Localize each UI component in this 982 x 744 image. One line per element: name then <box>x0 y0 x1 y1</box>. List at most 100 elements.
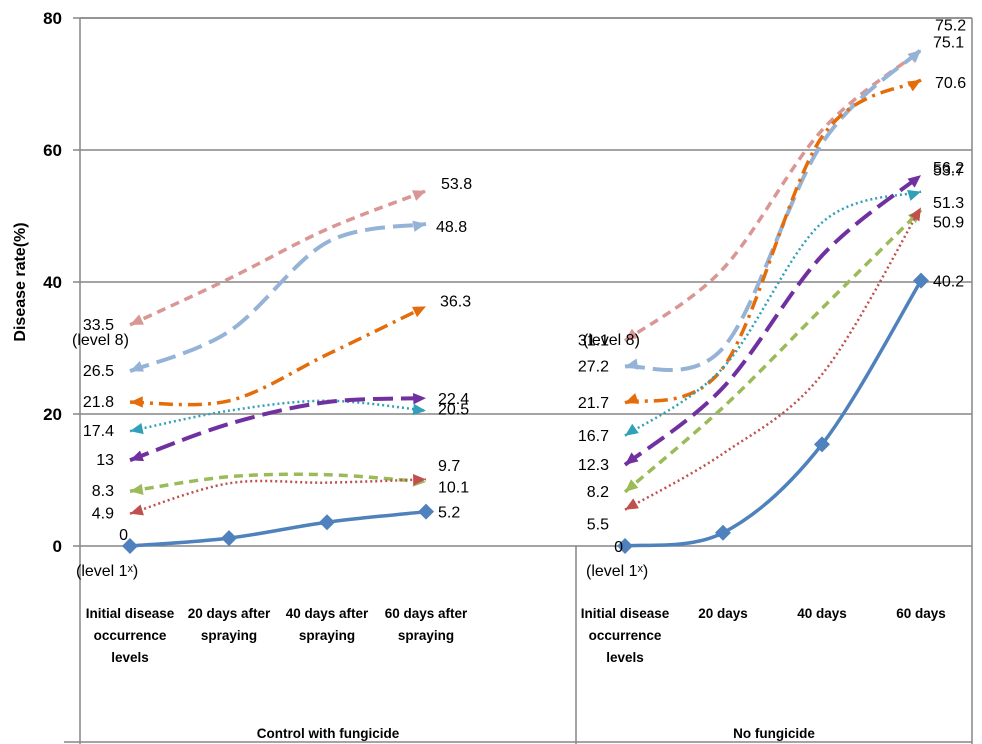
diamond-marker <box>913 272 929 289</box>
diamond-marker <box>617 538 633 554</box>
diamond-marker <box>319 514 335 531</box>
x-category-label: 20 days <box>698 606 748 621</box>
diamond-marker <box>814 436 830 453</box>
data-label: 21.8 <box>83 394 114 411</box>
series-line <box>129 478 427 515</box>
data-labels-layer: (level 8) (level 1ˣ) (level 8) (level 1ˣ) 33… <box>72 17 966 580</box>
arrowhead-marker <box>412 306 426 318</box>
data-label: 21.7 <box>578 395 609 412</box>
diamond-marker <box>122 538 138 554</box>
series-line <box>624 78 922 405</box>
x-category-label: levels <box>606 650 644 665</box>
x-category-label: spraying <box>299 628 355 643</box>
data-label: 10.1 <box>438 479 469 496</box>
x-category-label: occurrence <box>94 628 167 643</box>
data-label: 26.5 <box>83 363 114 380</box>
arrowhead-marker <box>625 423 639 436</box>
x-category-label: spraying <box>398 628 454 643</box>
data-label: 27.2 <box>578 358 609 375</box>
data-label: 53.7 <box>933 163 964 180</box>
y-tick-label: 20 <box>43 405 62 424</box>
x-category-label: 20 days after <box>188 606 271 621</box>
series-line <box>623 208 923 494</box>
arrowhead-marker <box>625 452 639 465</box>
arrowhead-marker <box>130 450 144 462</box>
data-label: 50.9 <box>933 214 964 231</box>
data-label: 36.3 <box>440 293 471 310</box>
x-category-label: Initial disease <box>86 606 175 621</box>
data-label: 31.1 <box>578 333 609 350</box>
data-label: 51.3 <box>933 195 964 212</box>
x-category-label: 40 days after <box>286 606 369 621</box>
series-line <box>624 206 923 511</box>
series-line <box>129 472 427 493</box>
diamond-marker <box>418 503 434 520</box>
x-category-label: Initial disease <box>581 606 670 621</box>
series-layer <box>122 48 929 554</box>
arrowhead-marker <box>909 207 921 222</box>
group-label: Control with fungicide <box>257 726 400 741</box>
arrowhead-marker <box>130 361 144 372</box>
arrowhead-marker <box>625 358 639 370</box>
arrowhead-marker <box>130 396 143 408</box>
arrowhead-marker <box>907 49 921 63</box>
x-category-label: occurrence <box>589 628 662 643</box>
data-label: 20.5 <box>438 402 469 419</box>
arrowhead-marker <box>412 392 426 405</box>
data-label: 5.5 <box>587 517 609 534</box>
x-category-label: spraying <box>201 628 257 643</box>
data-label: 75.1 <box>933 35 964 52</box>
series-line <box>129 304 427 407</box>
arrowhead-marker <box>412 220 426 232</box>
series-line <box>624 190 922 437</box>
y-tick-label: 80 <box>43 9 62 28</box>
x-axis: Initial disease occurrence levels 20 days a… <box>86 606 946 741</box>
data-label: 9.7 <box>438 458 460 475</box>
diamond-marker <box>221 530 237 547</box>
series-line <box>129 189 427 327</box>
arrowhead-marker <box>907 80 921 92</box>
data-label: 70.6 <box>935 75 966 92</box>
series-line <box>623 173 923 467</box>
x-category-label: 40 days <box>797 606 847 621</box>
annotation-level-1: (level 1ˣ) <box>76 563 138 580</box>
series-line <box>624 279 923 548</box>
series-line <box>624 48 923 373</box>
data-label: 8.3 <box>92 483 114 500</box>
data-label: 12.3 <box>578 457 609 474</box>
data-label: 40.2 <box>933 274 964 291</box>
annotation-level-8: (level 8) <box>72 332 129 349</box>
series-line <box>129 396 427 463</box>
data-label: 53.8 <box>441 176 472 193</box>
series-line <box>129 399 427 433</box>
arrowhead-marker <box>412 403 426 416</box>
arrowhead-marker <box>625 393 639 404</box>
group-label: No fungicide <box>733 726 815 741</box>
y-tick-label: 0 <box>53 537 62 556</box>
y-tick-label: 40 <box>43 273 62 292</box>
arrowhead-marker <box>625 498 639 510</box>
annotation-level-8: (level 8) <box>583 332 640 349</box>
x-category-label: 60 days <box>896 606 946 621</box>
arrowhead-marker <box>413 474 426 486</box>
arrowhead-marker <box>625 479 639 492</box>
gridlines <box>80 17 972 415</box>
arrowhead-marker <box>412 190 426 201</box>
y-axis: 0 20 40 60 80 Disease rate(%) <box>12 9 80 556</box>
x-category-label: levels <box>111 650 149 665</box>
data-label: 56.2 <box>933 160 964 177</box>
data-label: 13 <box>96 452 114 469</box>
data-label: 5.2 <box>438 505 460 522</box>
data-label: 33.5 <box>83 317 114 334</box>
arrowhead-marker <box>130 504 144 516</box>
data-label: 0 <box>614 539 623 556</box>
data-label: 8.2 <box>587 484 609 501</box>
annotation-level-1: (level 1ˣ) <box>586 563 648 580</box>
arrowhead-marker <box>130 422 144 435</box>
data-label: 48.8 <box>436 219 467 236</box>
data-label: 4.9 <box>92 506 114 523</box>
series-line <box>623 48 923 343</box>
x-category-label: 60 days after <box>385 606 468 621</box>
arrowhead-marker <box>130 314 144 325</box>
